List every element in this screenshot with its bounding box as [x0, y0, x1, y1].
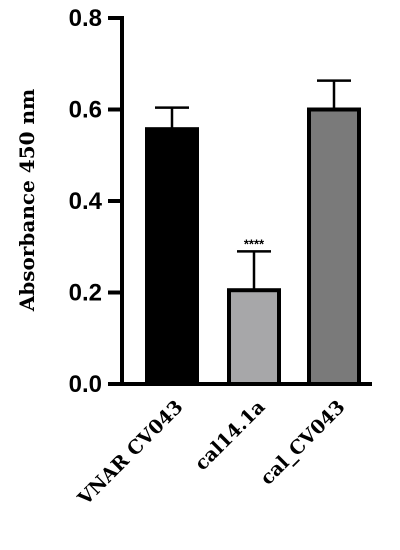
y-tick-label: 0.4 — [69, 188, 103, 215]
error-bars — [155, 79, 351, 291]
y-tick-label: 0.6 — [69, 97, 102, 124]
y-axis-label: Absorbance 450 nm — [15, 89, 39, 312]
significance-annotation: **** — [244, 236, 265, 251]
annotations: **** — [244, 236, 265, 251]
x-tick-label: cal14.1a — [191, 396, 270, 475]
x-tick-label: cal_CV043 — [256, 396, 349, 489]
y-tick-label: 0.2 — [69, 280, 102, 307]
bars — [145, 107, 361, 386]
y-ticks: 0.0 0.2 0.4 0.6 0.8 — [69, 5, 122, 398]
bar-3 — [307, 107, 361, 386]
y-tick-label: 0.8 — [69, 5, 102, 32]
y-tick-label: 0.0 — [69, 371, 102, 398]
bar-1 — [145, 127, 199, 386]
x-tick-label: VNAR CV043 — [73, 396, 187, 510]
bar-2 — [227, 288, 281, 386]
